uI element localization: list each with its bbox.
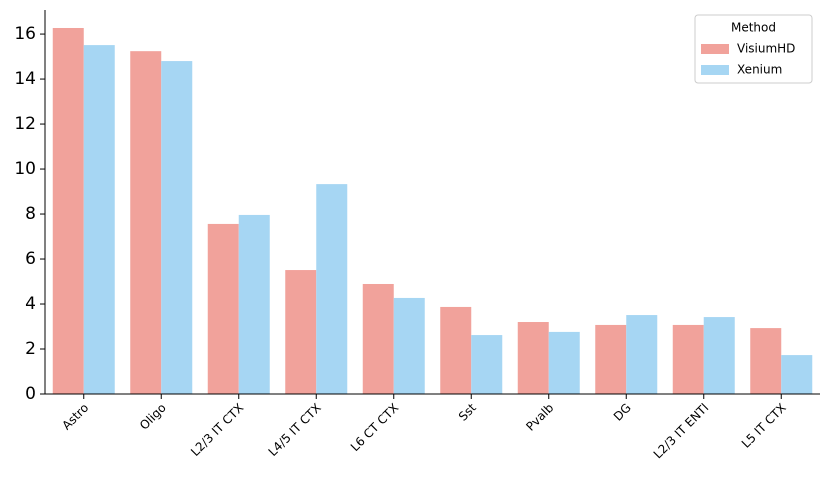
bar [52,27,84,394]
x-tick-label: L5 IT CTX [739,401,789,451]
x-tick-label: Oligo [137,401,169,433]
bar [440,306,472,394]
x-tick-label: L2/3 IT ENTl [651,401,712,462]
bar [471,335,503,394]
bar [362,283,394,394]
bar [626,315,658,394]
y-tick-label: 10 [14,159,36,179]
bar [672,324,704,394]
bar [238,214,270,394]
y-tick-label: 4 [25,294,36,314]
bar [781,355,813,394]
legend-label: Xenium [737,63,782,77]
y-tick-label: 14 [14,69,36,89]
legend-swatch [701,44,729,54]
y-tick-label: 0 [25,384,36,404]
bar [393,297,425,394]
y-tick-label: 12 [14,114,36,134]
bar [548,331,580,394]
bar [595,324,627,394]
bar [83,45,115,395]
legend-swatch [701,65,729,75]
y-tick-label: 8 [25,204,36,224]
y-tick-label: 6 [25,249,36,269]
x-tick-label: Pvalb [523,401,556,434]
legend-label: VisiumHD [737,42,795,56]
bar [207,223,239,394]
bar [703,317,735,394]
legend-title: Method [731,21,776,35]
bar [285,270,317,394]
x-tick-label: L2/3 IT CTX [188,401,246,459]
bar [161,61,193,394]
x-tick-label: Sst [456,400,479,423]
x-tick-label: DG [611,401,634,424]
bar [130,51,162,394]
bar [517,322,549,394]
x-tick-label: Astro [59,401,91,433]
bar [316,184,348,394]
bar [750,328,782,394]
y-tick-label: 16 [14,24,36,44]
x-tick-label: L6 CT CTX [348,401,401,454]
x-tick-label: L4/5 IT CTX [266,401,324,459]
y-tick-label: 2 [25,339,36,359]
